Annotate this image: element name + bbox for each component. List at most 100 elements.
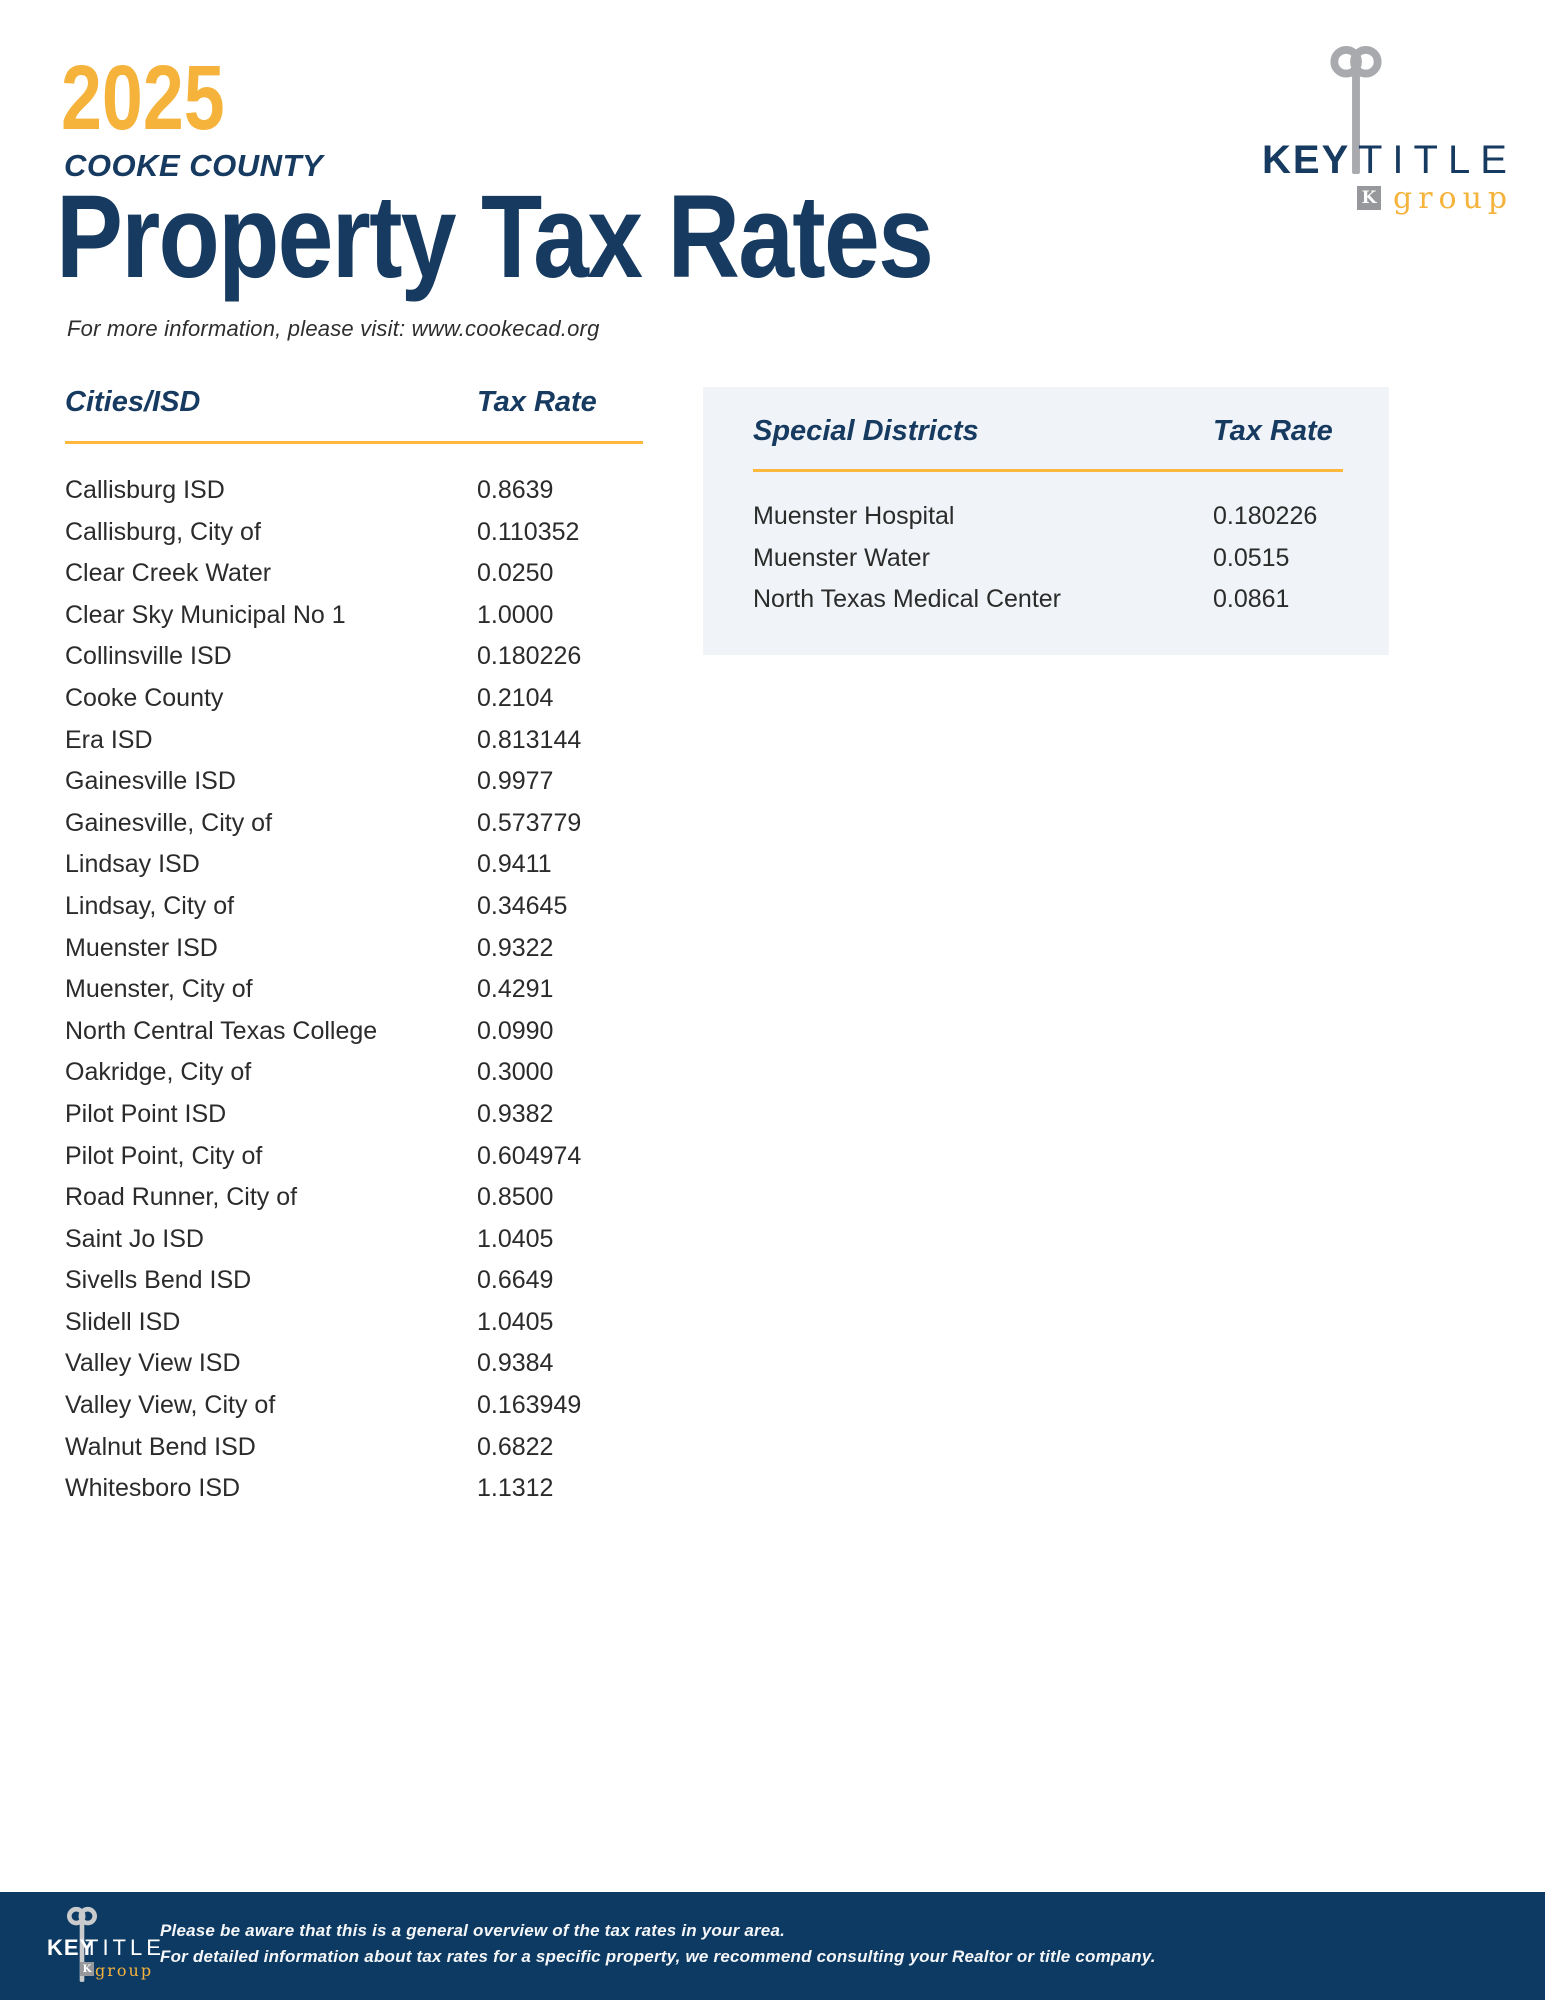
tax-rate-value: 0.0515 <box>1213 543 1290 572</box>
tax-rate-value: 0.0861 <box>1213 585 1290 613</box>
brand-logo: KEY TITLE group K <box>1256 44 1507 214</box>
table-row: Muenster Hospital 0.180226 <box>753 496 1343 538</box>
key-icon <box>1330 46 1382 175</box>
table-row: Callisburg, City of 0.110352 <box>65 512 643 554</box>
district-name: Whitesboro ISD <box>65 1474 241 1503</box>
district-name: Era ISD <box>65 725 153 754</box>
district-name: Gainesville ISD <box>65 767 236 796</box>
cities-header-label: Cities/ISD <box>65 386 201 418</box>
page-title: Property Tax Rates <box>56 171 934 303</box>
district-name: Collinsville ISD <box>65 642 232 671</box>
tax-rate-value: 0.6822 <box>477 1432 554 1461</box>
brand-k-badge: K <box>1357 186 1381 210</box>
district-name: Valley View ISD <box>65 1349 241 1378</box>
table-row: Era ISD 0.813144 <box>65 720 643 762</box>
tax-rate-value: 0.9382 <box>477 1099 554 1128</box>
cities-header-rate-label: Tax Rate <box>477 386 597 418</box>
tax-rate-value: 0.8639 <box>477 476 554 504</box>
district-name: Muenster ISD <box>65 933 218 962</box>
brand-title-word: TITLE <box>1358 138 1517 182</box>
special-table-header: Special Districts Tax Rate <box>753 415 1343 472</box>
cities-table: Cities/ISD Tax Rate Callisburg ISD 0.863… <box>65 386 643 1510</box>
brand-group-word: group <box>1393 181 1514 216</box>
district-name: Muenster, City of <box>65 975 253 1004</box>
district-name: Pilot Point, City of <box>65 1141 263 1170</box>
district-name: Lindsay ISD <box>65 850 200 879</box>
county-label: COOKE COUNTY <box>64 148 324 183</box>
district-name: Clear Sky Municipal No 1 <box>65 600 346 629</box>
table-row: Lindsay, City of 0.34645 <box>65 886 643 928</box>
table-row: Gainesville, City of 0.573779 <box>65 803 643 845</box>
tax-rate-value: 1.0405 <box>477 1307 554 1336</box>
tax-rate-value: 0.163949 <box>477 1391 582 1420</box>
tax-rate-value: 0.2104 <box>477 683 554 712</box>
table-row: Gainesville ISD 0.9977 <box>65 761 643 803</box>
district-name: Road Runner, City of <box>65 1183 298 1212</box>
table-row: Oakridge, City of 0.3000 <box>65 1052 643 1094</box>
table-row: Cooke County 0.2104 <box>65 678 643 720</box>
tax-rate-value: 0.573779 <box>477 808 582 837</box>
table-row: Sivells Bend ISD 0.6649 <box>65 1260 643 1302</box>
district-name: North Central Texas College <box>65 1016 378 1045</box>
cities-table-rows: Callisburg ISD 0.8639 Callisburg, City o… <box>65 444 643 1510</box>
table-row: North Texas Medical Center 0.0861 <box>753 579 1343 621</box>
table-row: Slidell ISD 1.0405 <box>65 1302 643 1344</box>
district-name: Muenster Hospital <box>753 502 955 530</box>
district-name: Slidell ISD <box>65 1307 181 1336</box>
district-name: Callisburg ISD <box>65 476 225 504</box>
district-name: Sivells Bend ISD <box>65 1266 252 1295</box>
table-row: Walnut Bend ISD 0.6822 <box>65 1427 643 1469</box>
tax-rate-value: 0.9384 <box>477 1349 554 1378</box>
tax-rate-value: 0.3000 <box>477 1058 554 1087</box>
district-name: Clear Creek Water <box>65 559 272 588</box>
footer-bar: KEY TITLE group K Please be aware that t… <box>0 1892 1545 2000</box>
table-row: Muenster Water 0.0515 <box>753 538 1343 580</box>
tax-rate-value: 1.0000 <box>477 600 554 629</box>
district-name: Saint Jo ISD <box>65 1224 204 1253</box>
tax-rate-value: 0.0250 <box>477 559 554 588</box>
table-row: Clear Creek Water 0.0250 <box>65 553 643 595</box>
tax-rate-value: 0.34645 <box>477 891 568 920</box>
table-row: Pilot Point, City of 0.604974 <box>65 1136 643 1178</box>
brand-k-badge: K <box>80 1962 94 1976</box>
tax-rate-value: 0.9411 <box>477 850 552 879</box>
district-name: Pilot Point ISD <box>65 1099 227 1128</box>
table-row: Road Runner, City of 0.8500 <box>65 1177 643 1219</box>
brand-key-word: KEY <box>47 1935 96 1960</box>
tax-rate-value: 0.813144 <box>477 725 582 754</box>
special-districts-panel: Special Districts Tax Rate Muenster Hosp… <box>703 387 1389 655</box>
district-name: Lindsay, City of <box>65 891 235 920</box>
brand-key-word: KEY <box>1262 138 1351 182</box>
tax-rate-value: 0.180226 <box>1213 502 1318 530</box>
table-row: Muenster, City of 0.4291 <box>65 969 643 1011</box>
tax-rate-value: 0.604974 <box>477 1141 582 1170</box>
special-header-rate-label: Tax Rate <box>1213 415 1333 447</box>
district-name: Walnut Bend ISD <box>65 1432 256 1461</box>
table-row: Callisburg ISD 0.8639 <box>65 470 643 512</box>
footer-brand-logo: KEY TITLE group K <box>47 1902 177 1990</box>
tax-rate-value: 0.9322 <box>477 933 554 962</box>
cities-table-header: Cities/ISD Tax Rate <box>65 386 643 444</box>
district-name: Muenster Water <box>753 543 930 572</box>
special-header-label: Special Districts <box>753 415 979 447</box>
tax-rate-value: 0.9977 <box>477 767 554 796</box>
table-row: Saint Jo ISD 1.0405 <box>65 1219 643 1261</box>
tax-rate-value: 0.110352 <box>477 517 580 546</box>
brand-title-word: TITLE <box>85 1935 165 1960</box>
footer-disclaimer: Please be aware that this is a general o… <box>160 1918 1156 1970</box>
tax-rate-value: 0.4291 <box>477 975 554 1004</box>
special-table-rows: Muenster Hospital 0.180226 Muenster Wate… <box>753 472 1343 621</box>
district-name: Oakridge, City of <box>65 1058 252 1087</box>
footer-disclaimer-line1: Please be aware that this is a general o… <box>160 1921 786 1940</box>
table-row: Pilot Point ISD 0.9382 <box>65 1094 643 1136</box>
table-row: Valley View ISD 0.9384 <box>65 1343 643 1385</box>
table-row: Clear Sky Municipal No 1 1.0000 <box>65 595 643 637</box>
district-name: Gainesville, City of <box>65 808 273 837</box>
tax-rate-value: 0.0990 <box>477 1016 554 1045</box>
tax-rate-value: 0.8500 <box>477 1183 554 1212</box>
brand-group-word: group <box>95 1961 154 1980</box>
district-name: Callisburg, City of <box>65 517 261 546</box>
tax-rate-value: 1.0405 <box>477 1224 554 1253</box>
district-name: North Texas Medical Center <box>753 585 1062 613</box>
